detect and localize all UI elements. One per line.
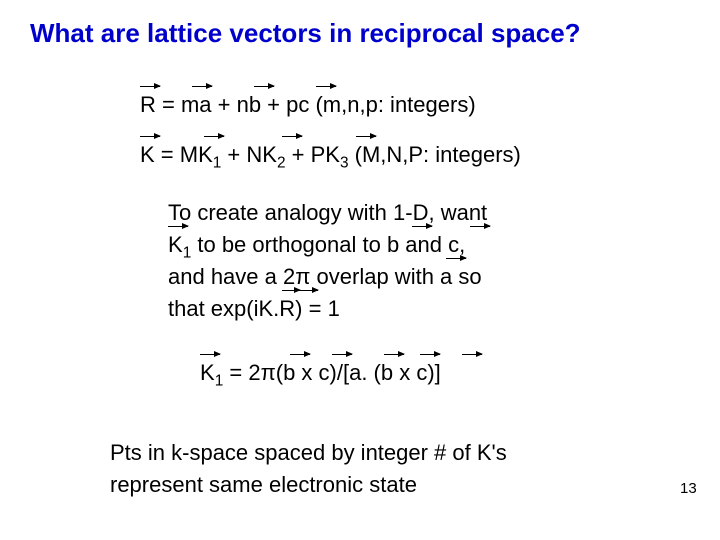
vector-arrow: [412, 226, 432, 227]
slide-title: What are lattice vectors in reciprocal s…: [30, 18, 581, 49]
equation-reciprocal-lattice: K = MK1 + NK2 + PK3 (M,N,P: integers): [140, 142, 521, 172]
closing-line-2: represent same electronic state: [110, 472, 417, 498]
vector-arrow: [290, 354, 310, 355]
vector-arrow: [420, 354, 440, 355]
vector-arrow: [470, 226, 490, 227]
vector-arrow: [384, 354, 404, 355]
page-number: 13: [680, 480, 697, 497]
vector-arrow: [446, 258, 466, 259]
para-line-4: that exp(iK.R) = 1: [168, 296, 340, 322]
vector-arrow: [140, 136, 160, 137]
vector-arrow: [200, 354, 220, 355]
para-line-1: To create analogy with 1-D, want: [168, 200, 487, 226]
vector-arrow: [192, 86, 212, 87]
equation-k1-definition: K1 = 2π(b x c)/[a. (b x c)]: [200, 360, 441, 390]
equation-real-lattice: R = ma + nb + pc (m,n,p: integers): [140, 92, 476, 118]
vector-arrow: [168, 226, 188, 227]
vector-arrow: [356, 136, 376, 137]
vector-arrow: [462, 354, 482, 355]
vector-arrow: [300, 290, 318, 291]
vector-arrow: [140, 86, 160, 87]
closing-line-1: Pts in k-space spaced by integer # of K'…: [110, 440, 507, 466]
para-line-2: K1 to be orthogonal to b and c,: [168, 232, 465, 262]
vector-arrow: [204, 136, 224, 137]
vector-arrow: [282, 136, 302, 137]
vector-arrow: [316, 86, 336, 87]
vector-arrow: [332, 354, 352, 355]
para-line-3: and have a 2π overlap with a so: [168, 264, 482, 290]
vector-arrow: [254, 86, 274, 87]
vector-arrow: [282, 290, 300, 291]
slide: What are lattice vectors in reciprocal s…: [0, 0, 720, 540]
